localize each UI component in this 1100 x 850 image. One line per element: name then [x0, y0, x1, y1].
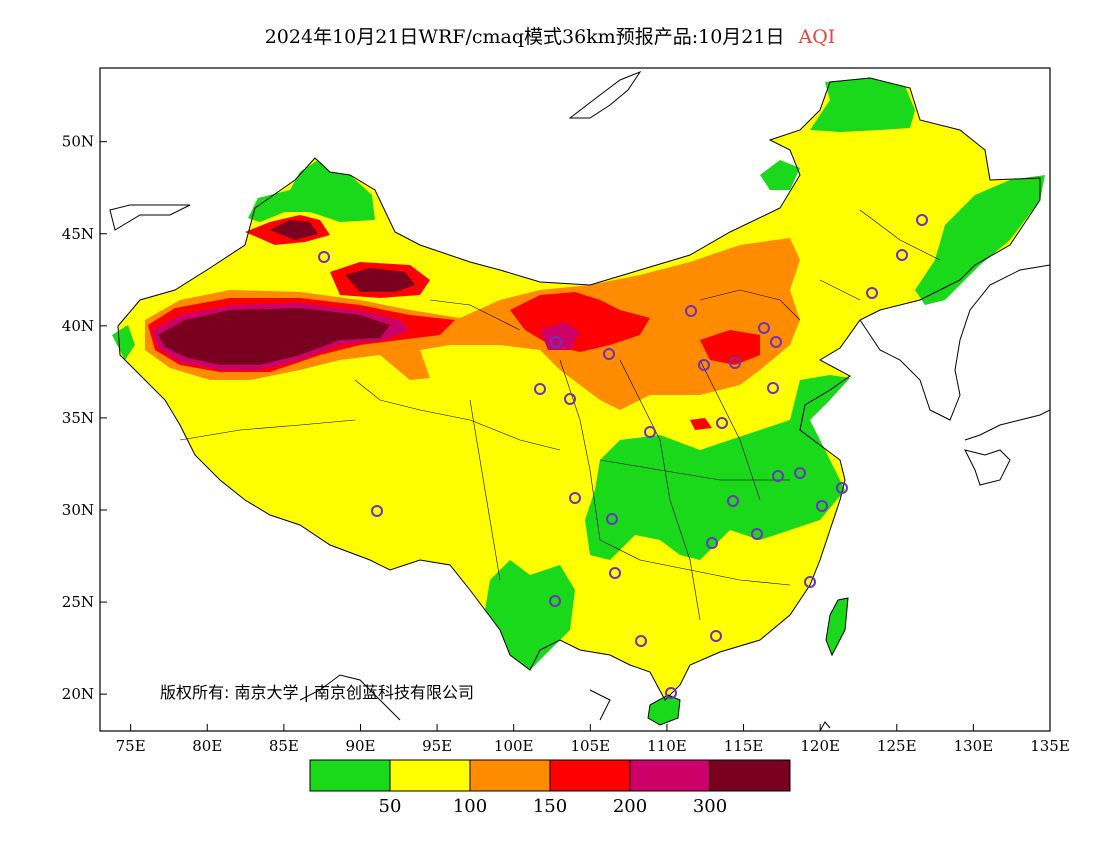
map-frame [99, 67, 1051, 732]
legend-label: 300 [693, 796, 727, 817]
henan-red [690, 418, 712, 430]
lat-tick-label: 35N [62, 409, 94, 427]
copyright-text: 版权所有: 南京大学 | 南京创蓝科技有限公司 [160, 683, 474, 702]
lon-tick-label: 110E [647, 737, 687, 755]
taklimakan-darkred [158, 308, 390, 365]
xinjiang-north-green [248, 160, 375, 222]
station-marker [685, 305, 697, 317]
lon-tick-label: 90E [345, 737, 375, 755]
lon-tick-label: 120E [800, 737, 840, 755]
station-marker [549, 595, 561, 607]
northeast-green-2 [915, 175, 1045, 305]
lon-tick-label: 80E [192, 737, 222, 755]
lat-tick-label: 25N [62, 593, 94, 611]
map-plot-area: 版权所有: 南京大学 | 南京创蓝科技有限公司 [109, 70, 1050, 731]
lon-tick-label: 95E [422, 737, 452, 755]
station-marker [534, 383, 546, 395]
station-marker [569, 492, 581, 504]
legend-swatch [469, 759, 551, 792]
xinjiang-west-green [112, 325, 135, 360]
dzungaria-darkred [345, 268, 415, 292]
lat-tick-label: 45N [62, 225, 94, 243]
lat-tick-label: 50N [62, 133, 94, 151]
station-marker [635, 635, 647, 647]
station-marker [727, 495, 739, 507]
south-green [585, 375, 850, 560]
station-marker [318, 251, 330, 263]
province-borders [179, 209, 941, 621]
lat-tick-label: 40N [62, 317, 94, 335]
northeast-green [810, 78, 915, 132]
station-marker [371, 505, 383, 517]
station-marker [767, 382, 779, 394]
station-markers [318, 214, 928, 699]
station-marker [772, 470, 784, 482]
legend-swatch [309, 759, 391, 792]
station-marker [603, 348, 615, 360]
hainan-green [648, 695, 680, 725]
station-marker [866, 287, 878, 299]
map-title: 2024年10月21日WRF/cmaq模式36km预报产品:10月21日 AQI [0, 22, 1100, 49]
lon-tick-label: 100E [494, 737, 534, 755]
station-marker [770, 336, 782, 348]
lon-tick-label: 105E [571, 737, 611, 755]
station-marker [816, 500, 828, 512]
longitude-axis: 75E 80E 85E 90E 95E 100E 105E 110E 115E 120E 125E 1… [116, 724, 1070, 755]
lon-tick-label: 75E [116, 737, 146, 755]
legend-swatch [709, 759, 791, 792]
station-marker [804, 576, 816, 588]
legend-swatch [549, 759, 631, 792]
lon-tick-label: 130E [954, 737, 994, 755]
lon-tick-label: 115E [724, 737, 764, 755]
station-marker [896, 249, 908, 261]
legend-swatch [629, 759, 711, 792]
station-marker [606, 513, 618, 525]
ningxia-purple [540, 322, 580, 350]
lat-tick-label: 20N [62, 685, 94, 703]
station-marker [916, 214, 928, 226]
station-marker [710, 630, 722, 642]
country-border [109, 70, 1050, 731]
legend-swatch [389, 759, 471, 792]
latitude-axis: 50N 45N 40N 35N 30N 25N 20N [62, 133, 107, 703]
north-orange-belt [145, 238, 800, 410]
yunnan-green [485, 560, 575, 670]
station-marker [665, 687, 677, 699]
lat-tick-label: 30N [62, 501, 94, 519]
tianshan-darkred [270, 220, 318, 240]
station-marker [706, 537, 718, 549]
legend-label: 200 [613, 796, 647, 817]
inner-mongolia-green [760, 160, 800, 190]
aqi-legend: 50 100 150 200 300 [309, 759, 791, 817]
title-text: 2024年10月21日WRF/cmaq模式36km预报产品:10月21日 [264, 26, 785, 48]
station-marker [550, 336, 562, 348]
legend-label: 150 [533, 796, 567, 817]
legend-label: 100 [453, 796, 487, 817]
title-variable: AQI [798, 26, 836, 48]
lon-tick-label: 125E [877, 737, 917, 755]
station-marker [609, 567, 621, 579]
station-marker [716, 417, 728, 429]
station-marker [758, 322, 770, 334]
legend-label: 50 [379, 796, 402, 817]
china-region-yellow [118, 78, 1040, 700]
station-marker [751, 528, 763, 540]
station-marker [729, 357, 741, 369]
station-marker [794, 467, 806, 479]
lon-tick-label: 85E [269, 737, 299, 755]
station-marker [644, 426, 656, 438]
station-marker [836, 482, 848, 494]
station-marker [698, 359, 710, 371]
station-marker [564, 393, 576, 405]
hebei-red [700, 330, 760, 365]
lon-tick-label: 135E [1030, 737, 1070, 755]
